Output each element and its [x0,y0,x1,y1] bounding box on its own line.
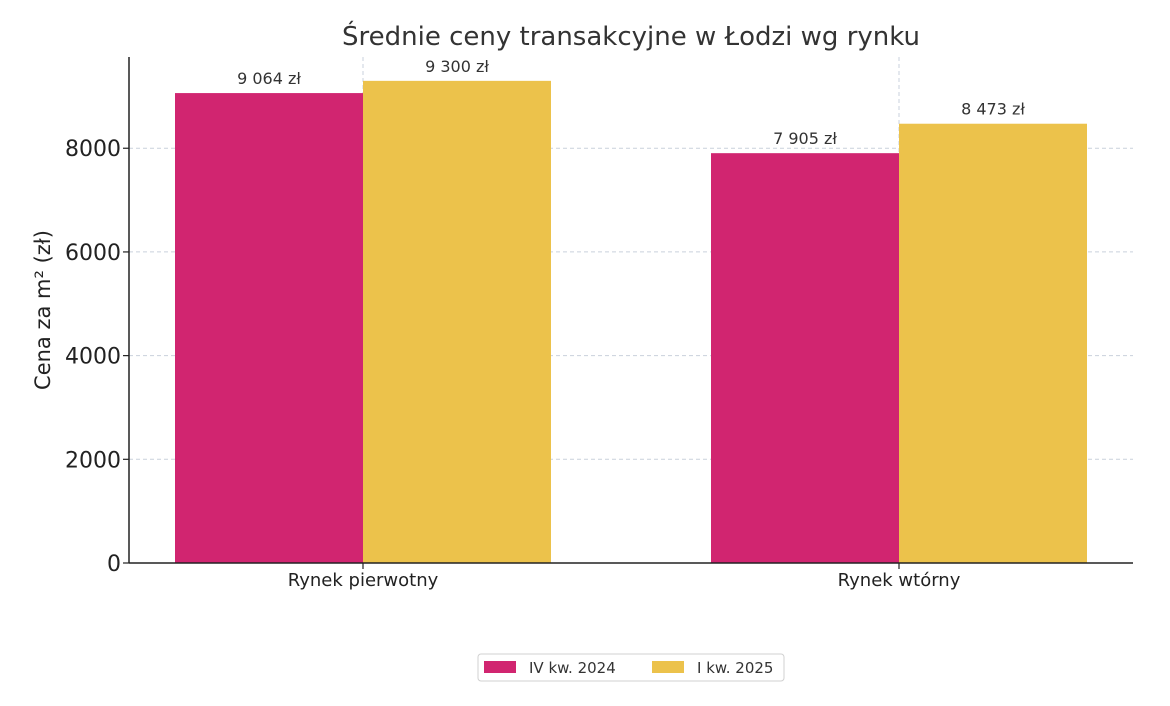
bars [175,80,1087,563]
legend-label: I kw. 2025 [697,659,773,677]
axes: 0 2000 4000 6000 8000 Rynek pierwotny Rynek wt… [65,57,1133,591]
y-tick-label: 8000 [65,137,121,162]
data-label: 9 300 zł [425,57,489,76]
y-tick-label: 6000 [65,241,121,266]
legend-swatch [484,661,516,673]
chart-title: Średnie ceny transakcyjne w Łodzi wg ryn… [342,20,920,52]
y-tick-label: 2000 [65,448,121,473]
legend-box [477,653,785,682]
legend: IV kw. 2024 I kw. 2025 [477,653,785,682]
data-label: 8 473 zł [961,100,1025,119]
data-label: 7 905 zł [773,129,837,148]
bar-series-1-1 [175,93,363,563]
legend-swatch [652,661,684,673]
bar-series-2-1 [363,80,551,563]
data-labels: 9 064 zł 9 300 zł 7 905 zł 8 473 zł [237,57,1025,148]
data-label: 9 064 zł [237,69,301,88]
y-axis-label: Cena za m² (zł) [31,230,55,390]
x-tick-label: Rynek pierwotny [288,570,439,591]
x-tick-label: Rynek wtórny [838,570,961,591]
legend-label: IV kw. 2024 [529,659,616,677]
y-tick-label: 4000 [65,345,121,370]
y-tick-label: 0 [107,552,121,577]
bar-series-2-2 [899,123,1087,563]
bar-series-1-2 [711,153,899,563]
